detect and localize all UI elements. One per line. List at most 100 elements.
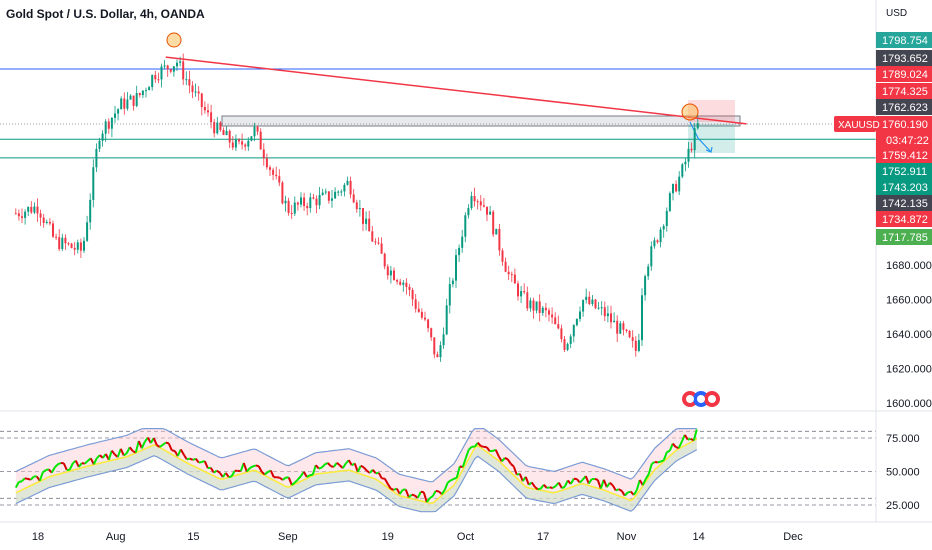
price-marker-badge[interactable] (876, 50, 932, 66)
candle-down (383, 253, 386, 267)
oscillator-line-segment (501, 457, 506, 463)
candle-down (609, 313, 612, 323)
candle-down (560, 328, 563, 340)
oscillator-line-segment (246, 467, 251, 473)
oscillator-line-segment (294, 478, 299, 484)
oscillator-line-segment (92, 457, 98, 465)
candle-down (67, 243, 70, 245)
candle-up (575, 318, 578, 326)
candle-down (262, 149, 265, 159)
symbol-tag[interactable] (834, 116, 876, 132)
candle-down (39, 213, 42, 218)
candle-down (361, 208, 364, 224)
oscillator-line-segment (477, 442, 482, 447)
price-marker-badge[interactable] (876, 229, 932, 245)
oscillator-line-segment (321, 463, 326, 469)
price-marker-badge[interactable] (876, 83, 932, 99)
oscillator-line-segment (366, 469, 371, 474)
candle-down (563, 339, 566, 350)
price-marker-label: 1762.623 (882, 102, 928, 114)
oscillator-line-segment (584, 475, 590, 484)
candle-up (117, 109, 120, 114)
oscillator-line-segment (557, 482, 563, 489)
oscillator-line-segment (186, 457, 191, 461)
oscillator-line-segment (408, 493, 413, 499)
candle-up (247, 140, 250, 147)
price-marker-label: 1793.652 (882, 53, 928, 65)
oscillator-line-segment (291, 481, 296, 486)
oscillator-line-segment (672, 442, 677, 448)
candle-up (640, 295, 643, 341)
oscillator-line-segment (140, 441, 146, 449)
candle-down (327, 191, 330, 201)
oscillator-line-segment (624, 491, 629, 497)
oscillator-line-segment (45, 468, 50, 472)
price-marker-badge[interactable] (876, 66, 932, 82)
indicator-tick-label: 50.000 (886, 467, 920, 479)
oscillator-line-segment (264, 471, 269, 476)
oscillator-line-segment (360, 464, 365, 469)
price-marker-badge[interactable] (876, 116, 932, 132)
candle-down (513, 274, 516, 284)
candle-up (337, 191, 340, 193)
candle-up (234, 139, 237, 148)
price-marker-badge[interactable] (876, 99, 932, 115)
oscillator-line-segment (363, 466, 368, 472)
candle-down (411, 289, 414, 300)
candle-up (92, 167, 95, 200)
oscillator-line-segment (429, 495, 434, 499)
price-marker-label: 1717.785 (882, 232, 928, 244)
candle-down (200, 93, 203, 108)
price-marker-badge[interactable] (876, 179, 932, 195)
oscillator-line-segment (327, 462, 332, 467)
oscillator-line-segment (38, 472, 44, 482)
oscillator-line-segment (189, 457, 194, 461)
indicator-tick-label: 75.000 (886, 433, 920, 445)
candle-up (448, 284, 451, 306)
oscillator-line-segment (30, 475, 35, 481)
candle-down (228, 130, 231, 143)
candle-up (330, 198, 333, 201)
oscillator-line-segment (687, 437, 692, 441)
oscillator-line-segment (611, 484, 617, 492)
oscillator-line-segment (518, 473, 524, 482)
price-marker-badge[interactable] (876, 32, 932, 48)
candle-down (544, 307, 547, 311)
candle-down (532, 300, 535, 311)
price-marker-badge[interactable] (876, 163, 932, 179)
candle-down (634, 340, 637, 351)
price-marker-badge[interactable] (876, 211, 932, 227)
candle-down (55, 236, 58, 238)
oscillator-line-segment (534, 486, 539, 491)
candle-up (144, 90, 147, 92)
candle-up (665, 210, 668, 226)
price-axis[interactable]: 1600.000 1620.000 1640.000 1660.000 1680.000… (834, 32, 932, 512)
candle-up (659, 229, 662, 243)
candle-down (622, 323, 625, 330)
candle-down (290, 212, 293, 214)
stop-loss-zone (688, 100, 735, 122)
oscillator-line-segment (81, 462, 85, 465)
candle-down (79, 242, 82, 251)
currency-label: USD (886, 8, 907, 19)
time-axis[interactable]: 18 Aug 15 Sep 19 Oct 17 Nov 14 Dec (32, 531, 803, 543)
oscillator-line-segment (425, 497, 431, 503)
candle-down (485, 206, 488, 215)
candle-down (479, 201, 482, 206)
oscillator-line-segment (455, 466, 461, 478)
oscillator-line-segment (635, 479, 641, 491)
candle-up (175, 62, 178, 67)
time-tick-label: 18 (32, 531, 44, 543)
oscillator-line-segment (119, 448, 125, 456)
candle-up (681, 164, 684, 177)
candle-up (619, 323, 622, 334)
candle-down (268, 167, 271, 170)
oscillator-line-segment (692, 429, 698, 441)
price-marker-badge[interactable] (876, 195, 932, 211)
price-marker-badge[interactable] (876, 147, 932, 163)
candle-up (163, 65, 166, 67)
oscillator-line-segment (666, 449, 671, 454)
oscillator-line-segment (123, 452, 128, 457)
economic-event-flags[interactable] (682, 391, 720, 407)
